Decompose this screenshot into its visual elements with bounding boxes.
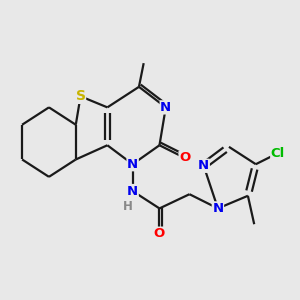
Text: N: N bbox=[212, 202, 224, 215]
Text: O: O bbox=[154, 227, 165, 240]
Text: H: H bbox=[123, 200, 133, 213]
Text: Cl: Cl bbox=[271, 147, 285, 160]
Text: N: N bbox=[127, 158, 138, 171]
Text: N: N bbox=[127, 184, 138, 198]
Text: O: O bbox=[179, 152, 190, 164]
Text: N: N bbox=[198, 159, 209, 172]
Text: S: S bbox=[76, 89, 85, 103]
Text: N: N bbox=[160, 101, 171, 114]
